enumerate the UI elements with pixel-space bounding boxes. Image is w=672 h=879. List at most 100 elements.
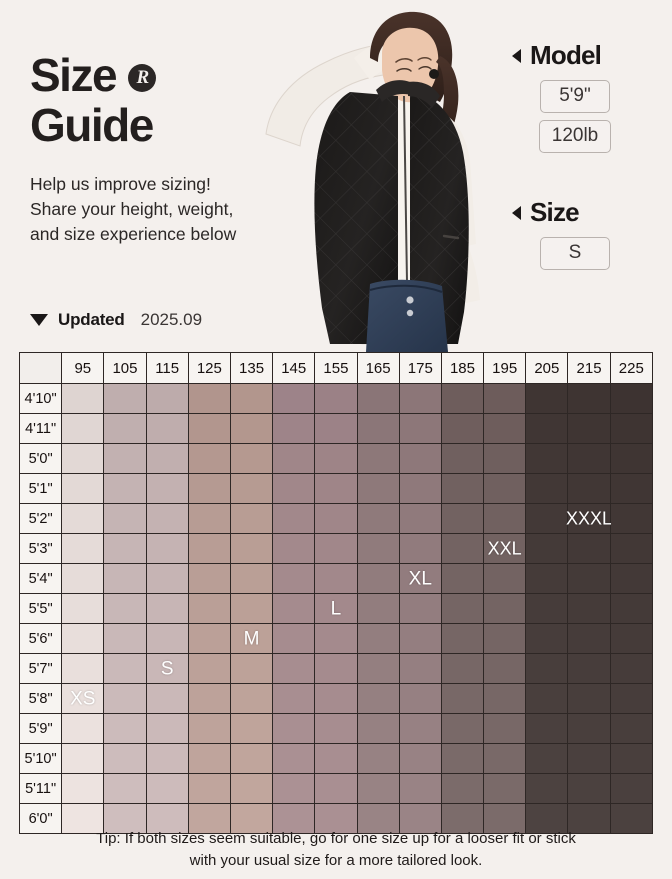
size-chart-cell[interactable] (61, 773, 105, 804)
size-chart-cell[interactable] (567, 593, 611, 624)
size-chart-cell[interactable] (440, 443, 485, 474)
size-chart-cell[interactable] (609, 383, 654, 414)
size-chart-cell[interactable] (145, 713, 189, 744)
size-chart-cell[interactable] (103, 383, 147, 414)
size-chart-cell[interactable] (272, 623, 316, 654)
size-chart-cell[interactable] (187, 803, 231, 834)
size-chart-cell[interactable] (609, 413, 654, 444)
size-chart-cell[interactable] (145, 503, 189, 534)
size-chart-cell[interactable] (103, 713, 147, 744)
size-chart-cell[interactable] (609, 443, 654, 474)
size-chart-cell[interactable] (187, 623, 231, 654)
size-chart-cell[interactable] (229, 803, 274, 834)
size-chart-cell[interactable] (187, 413, 231, 444)
size-chart-cell[interactable] (145, 443, 189, 474)
size-chart-cell[interactable] (356, 383, 400, 414)
size-chart-cell[interactable] (103, 503, 147, 534)
size-chart-cell[interactable] (229, 593, 274, 624)
size-chart-cell[interactable] (525, 803, 569, 834)
size-chart-cell[interactable] (609, 803, 654, 834)
size-chart-cell[interactable] (229, 503, 274, 534)
size-chart-cell[interactable] (483, 683, 527, 714)
size-chart-cell[interactable] (483, 773, 527, 804)
size-chart-cell[interactable] (229, 683, 274, 714)
size-chart-cell[interactable] (483, 713, 527, 744)
size-chart-cell[interactable] (567, 383, 611, 414)
size-chart-cell[interactable] (103, 683, 147, 714)
size-chart-cell[interactable] (356, 773, 400, 804)
size-chart-cell[interactable] (398, 803, 442, 834)
size-chart-cell[interactable] (525, 533, 569, 564)
size-chart-cell[interactable] (103, 473, 147, 504)
size-chart-cell[interactable] (229, 383, 274, 414)
size-chart-cell[interactable] (609, 623, 654, 654)
size-chart-cell[interactable] (272, 773, 316, 804)
size-chart-cell[interactable] (609, 533, 654, 564)
size-chart-cell[interactable] (567, 623, 611, 654)
size-chart-cell[interactable]: S (145, 653, 189, 684)
size-chart-cell[interactable] (61, 743, 105, 774)
size-chart-cell[interactable] (229, 563, 274, 594)
size-chart-cell[interactable] (314, 623, 358, 654)
size-chart-cell[interactable] (314, 503, 358, 534)
size-chart-cell[interactable] (567, 803, 611, 834)
size-chart-cell[interactable] (356, 683, 400, 714)
size-chart-cell[interactable] (229, 743, 274, 774)
size-chart-cell[interactable] (61, 653, 105, 684)
size-chart-cell[interactable] (483, 803, 527, 834)
size-chart-cell[interactable] (398, 383, 442, 414)
size-chart-cell[interactable] (272, 683, 316, 714)
size-chart-cell[interactable] (398, 773, 442, 804)
size-chart-cell[interactable] (187, 743, 231, 774)
size-chart-cell[interactable] (525, 683, 569, 714)
size-chart-cell[interactable] (525, 743, 569, 774)
size-value-chip[interactable]: S (540, 237, 610, 270)
size-chart-cell[interactable] (272, 443, 316, 474)
size-chart-cell[interactable] (187, 563, 231, 594)
size-chart-cell[interactable] (609, 593, 654, 624)
size-chart-cell[interactable] (187, 713, 231, 744)
size-chart-cell[interactable] (229, 773, 274, 804)
model-height-chip[interactable]: 5'9" (540, 80, 610, 113)
size-chart-cell[interactable] (187, 683, 231, 714)
size-chart-cell[interactable] (398, 503, 442, 534)
size-chart-cell[interactable] (61, 503, 105, 534)
size-chart-cell[interactable] (314, 773, 358, 804)
size-chart-cell[interactable] (356, 593, 400, 624)
size-chart-cell[interactable] (61, 803, 105, 834)
size-chart-cell[interactable] (103, 593, 147, 624)
size-chart-cell[interactable]: XXXL (566, 503, 612, 534)
size-chart-cell[interactable] (187, 383, 231, 414)
size-chart-cell[interactable] (145, 803, 189, 834)
size-chart-cell[interactable] (440, 473, 485, 504)
size-chart-cell[interactable] (567, 533, 611, 564)
size-chart-cell[interactable] (356, 563, 400, 594)
size-chart-cell[interactable] (525, 443, 569, 474)
size-chart-cell[interactable] (187, 773, 231, 804)
size-chart-cell[interactable] (398, 593, 442, 624)
size-chart-cell[interactable] (525, 623, 569, 654)
size-chart-cell[interactable] (61, 533, 105, 564)
size-chart-cell[interactable] (525, 773, 569, 804)
size-chart-cell[interactable] (145, 593, 189, 624)
size-chart-cell[interactable]: M (229, 623, 274, 654)
size-chart-cell[interactable] (483, 443, 527, 474)
size-chart-cell[interactable] (229, 443, 274, 474)
size-chart-cell[interactable] (525, 593, 569, 624)
size-chart-cell[interactable] (272, 653, 316, 684)
size-chart-cell[interactable] (61, 413, 105, 444)
size-chart-cell[interactable] (314, 713, 358, 744)
size-chart-cell[interactable] (356, 743, 400, 774)
size-chart-cell[interactable] (103, 533, 147, 564)
size-chart-cell[interactable] (398, 713, 442, 744)
size-chart-cell[interactable] (314, 533, 358, 564)
model-weight-chip[interactable]: 120lb (538, 120, 612, 153)
size-chart-cell[interactable] (356, 503, 400, 534)
size-chart-cell[interactable] (483, 383, 527, 414)
size-chart-cell[interactable] (398, 533, 442, 564)
size-chart-cell[interactable] (187, 443, 231, 474)
size-chart-cell[interactable] (61, 563, 105, 594)
size-chart-cell[interactable] (314, 383, 358, 414)
size-chart-cell[interactable] (483, 623, 527, 654)
size-chart-cell[interactable] (145, 413, 189, 444)
